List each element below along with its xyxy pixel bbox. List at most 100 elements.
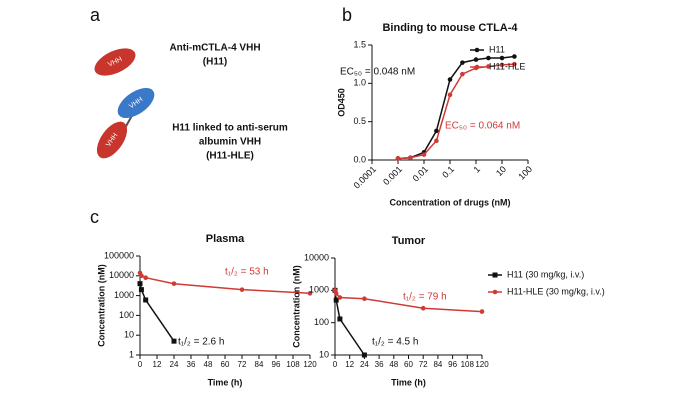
y-tick-label: 100000	[104, 250, 134, 260]
x-tick-label: 100	[516, 164, 534, 182]
y-tick-label: 1000	[114, 290, 134, 300]
data-point	[171, 338, 177, 344]
data-point	[420, 305, 426, 311]
data-point	[362, 296, 367, 302]
data-point	[239, 287, 245, 292]
data-point	[138, 287, 144, 293]
y-axis-label: Concentration (nM)	[291, 265, 301, 348]
data-point	[139, 273, 144, 279]
x-tick-label: 0.001	[381, 164, 404, 187]
x-tick-label: 10	[494, 164, 508, 178]
x-tick-label: 120	[303, 360, 317, 369]
x-axis-label: Time (h)	[208, 377, 243, 387]
x-tick-label: 0.0001	[352, 164, 379, 191]
annotation: EC₅₀ = 0.064 nM	[445, 121, 520, 132]
x-tick-label: 0.01	[411, 164, 430, 183]
x-tick-label: 72	[419, 360, 428, 369]
y-tick-label: 0.0	[353, 154, 366, 164]
legend-marker	[474, 64, 480, 70]
x-tick-label: 96	[448, 360, 457, 369]
y-tick-label: 100	[314, 317, 329, 327]
description: Anti-mCTLA-4 VHH	[169, 43, 260, 54]
y-tick-label: 0.5	[353, 116, 366, 126]
x-tick-label: 24	[170, 360, 179, 369]
y-tick-label: 10	[319, 349, 329, 359]
annotation: EC₅₀ = 0.048 nM	[340, 67, 415, 78]
x-tick-label: 84	[255, 360, 264, 369]
data-point	[337, 316, 343, 322]
data-point	[486, 55, 491, 61]
description: (H11)	[203, 57, 227, 68]
x-tick-label: 120	[475, 360, 489, 369]
y-tick-label: 100	[119, 310, 134, 320]
panel-label: b	[342, 5, 352, 25]
data-point	[460, 60, 465, 65]
annotation: t₁/₂ = 4.5 h	[372, 337, 418, 348]
data-point	[333, 291, 339, 296]
data-point	[473, 57, 479, 62]
x-tick-label: 0	[138, 360, 143, 369]
data-point	[447, 92, 453, 98]
legend-label: H11 (30 mg/kg, i.v.)	[507, 269, 584, 279]
vhh-fusion-icon: VHH VHH	[96, 87, 155, 159]
data-point	[143, 297, 149, 303]
chart-title: Tumor	[392, 235, 426, 247]
x-tick-label: 84	[433, 360, 442, 369]
description: albumin VHH	[199, 137, 261, 148]
x-tick-label: 60	[221, 360, 230, 369]
data-point	[447, 77, 453, 82]
y-tick-label: 1.5	[353, 39, 366, 49]
annotation: t₁/₂ = 53 h	[225, 267, 269, 278]
data-point	[395, 156, 401, 161]
x-tick-label: 0.1	[440, 164, 456, 180]
legend-label: H11-HLE (30 mg/kg, i.v.)	[507, 286, 605, 296]
x-tick-label: 48	[389, 360, 398, 369]
y-axis-label: Concentration (nM)	[96, 264, 106, 347]
y-tick-label: 1.0	[353, 78, 366, 88]
panel-label: c	[90, 207, 99, 227]
description: H11 linked to anti-serum	[172, 123, 288, 134]
legend-label: H11	[489, 44, 505, 54]
annotation: t₁/₂ = 79 h	[403, 292, 447, 303]
data-point	[499, 62, 505, 68]
data-point	[434, 138, 439, 144]
chart-title: Binding to mouse CTLA-4	[382, 22, 518, 34]
x-tick-label: 12	[153, 360, 162, 369]
data-point	[171, 281, 177, 286]
data-point	[337, 295, 343, 300]
x-tick-label: 24	[360, 360, 369, 369]
x-tick-label: 48	[204, 360, 213, 369]
vhh-icon: VHH	[94, 48, 136, 76]
series-line	[139, 283, 175, 342]
data-point	[512, 61, 517, 67]
x-tick-label: 108	[286, 360, 300, 369]
series-line	[334, 290, 366, 356]
y-tick-label: 1000	[309, 285, 329, 295]
legend-marker	[492, 272, 498, 278]
x-tick-label: 36	[187, 360, 196, 369]
data-point	[361, 352, 367, 358]
description: (H11-HLE)	[206, 151, 254, 162]
data-point	[434, 128, 439, 134]
y-axis-label: OD450	[336, 88, 346, 117]
data-point	[479, 309, 485, 314]
y-tick-label: 10	[124, 330, 134, 340]
series-line	[397, 63, 515, 160]
series-line	[397, 55, 515, 160]
y-tick-label: 1	[129, 349, 134, 359]
x-tick-label: 1	[471, 164, 482, 175]
panel-label: a	[90, 5, 101, 25]
y-tick-label: 10000	[109, 270, 134, 280]
legend-label: H11-HLE	[489, 61, 525, 71]
legend-marker	[474, 47, 480, 53]
x-tick-label: 36	[375, 360, 384, 369]
data-point	[307, 291, 313, 296]
data-point	[421, 152, 427, 157]
data-point	[143, 275, 148, 281]
x-axis-label: Time (h)	[391, 377, 426, 387]
annotation: t₁/₂ = 2.6 h	[178, 337, 224, 348]
x-tick-label: 72	[238, 360, 247, 369]
x-tick-label: 12	[345, 360, 354, 369]
x-tick-label: 0	[333, 360, 338, 369]
